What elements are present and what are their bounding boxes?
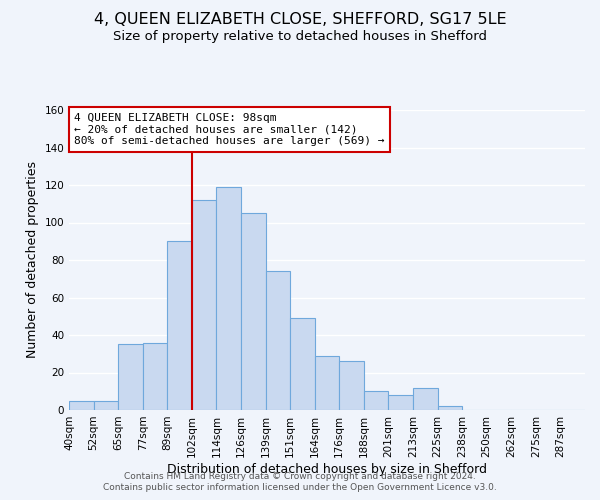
- Bar: [437, 406, 462, 410]
- Bar: [192, 200, 217, 410]
- Text: 4, QUEEN ELIZABETH CLOSE, SHEFFORD, SG17 5LE: 4, QUEEN ELIZABETH CLOSE, SHEFFORD, SG17…: [94, 12, 506, 28]
- Text: 4 QUEEN ELIZABETH CLOSE: 98sqm
← 20% of detached houses are smaller (142)
80% of: 4 QUEEN ELIZABETH CLOSE: 98sqm ← 20% of …: [74, 113, 385, 146]
- Bar: [315, 356, 339, 410]
- Bar: [94, 400, 118, 410]
- Bar: [143, 342, 167, 410]
- Bar: [290, 318, 315, 410]
- Bar: [388, 395, 413, 410]
- Bar: [413, 388, 437, 410]
- Bar: [339, 361, 364, 410]
- Text: Size of property relative to detached houses in Shefford: Size of property relative to detached ho…: [113, 30, 487, 43]
- Bar: [266, 271, 290, 410]
- Bar: [69, 400, 94, 410]
- Text: Contains public sector information licensed under the Open Government Licence v3: Contains public sector information licen…: [103, 484, 497, 492]
- Bar: [118, 344, 143, 410]
- Y-axis label: Number of detached properties: Number of detached properties: [26, 162, 39, 358]
- Bar: [167, 242, 192, 410]
- X-axis label: Distribution of detached houses by size in Shefford: Distribution of detached houses by size …: [167, 462, 487, 475]
- Text: Contains HM Land Registry data © Crown copyright and database right 2024.: Contains HM Land Registry data © Crown c…: [124, 472, 476, 481]
- Bar: [217, 187, 241, 410]
- Bar: [241, 213, 266, 410]
- Bar: [364, 391, 388, 410]
